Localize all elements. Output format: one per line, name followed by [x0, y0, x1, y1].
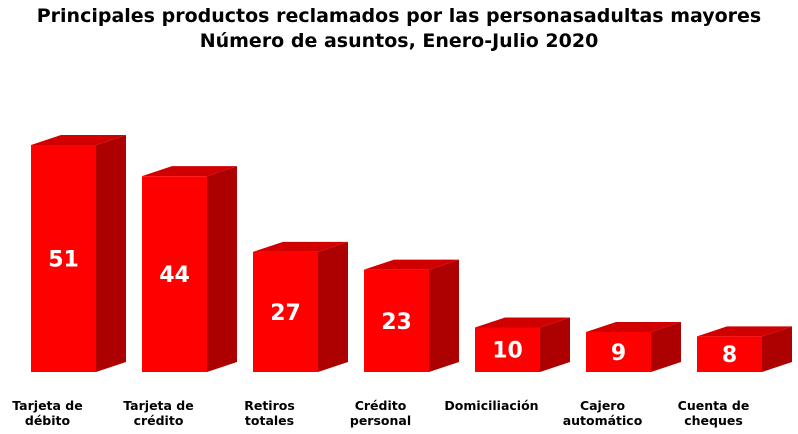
bar: [586, 331, 651, 372]
category-label: Retiros totales: [244, 398, 295, 428]
bar-side: [651, 321, 681, 372]
bar-top: [697, 326, 792, 337]
bar-side: [429, 259, 459, 372]
chart-title: Principales productos reclamados por las…: [37, 5, 761, 27]
value-label: 9: [611, 341, 626, 366]
bar-top: [253, 241, 348, 252]
value-label: 51: [48, 248, 79, 273]
value-label: 44: [159, 263, 190, 288]
bar: [31, 145, 96, 372]
category-label: Domiciliación: [444, 398, 539, 413]
bar-side: [318, 241, 348, 372]
bar-top: [475, 317, 570, 328]
bar: [697, 336, 762, 372]
bar-side: [207, 166, 237, 372]
value-label: 23: [381, 310, 412, 335]
value-label: 8: [722, 343, 737, 368]
bar: [475, 327, 540, 372]
chart-subtitle: Número de asuntos, Enero-Julio 2020: [200, 30, 599, 52]
bar-top: [31, 135, 126, 145]
category-label: Tarjeta de crédito: [123, 398, 194, 428]
value-label: 27: [270, 301, 301, 326]
bar: [364, 269, 429, 372]
bar-side: [540, 317, 570, 372]
bar-top: [142, 166, 237, 177]
bar: [253, 251, 318, 372]
category-label: Tarjeta de débito: [12, 398, 83, 428]
bar: [142, 176, 207, 372]
bar-side: [96, 135, 126, 372]
bar-top: [364, 259, 459, 270]
category-label: Crédito personal: [349, 398, 412, 428]
bar-top: [586, 321, 681, 332]
bar-side: [762, 326, 792, 372]
value-label: 10: [492, 339, 523, 364]
category-label: Cajero automático: [562, 398, 643, 428]
category-label: Cuenta de cheques: [677, 398, 750, 428]
